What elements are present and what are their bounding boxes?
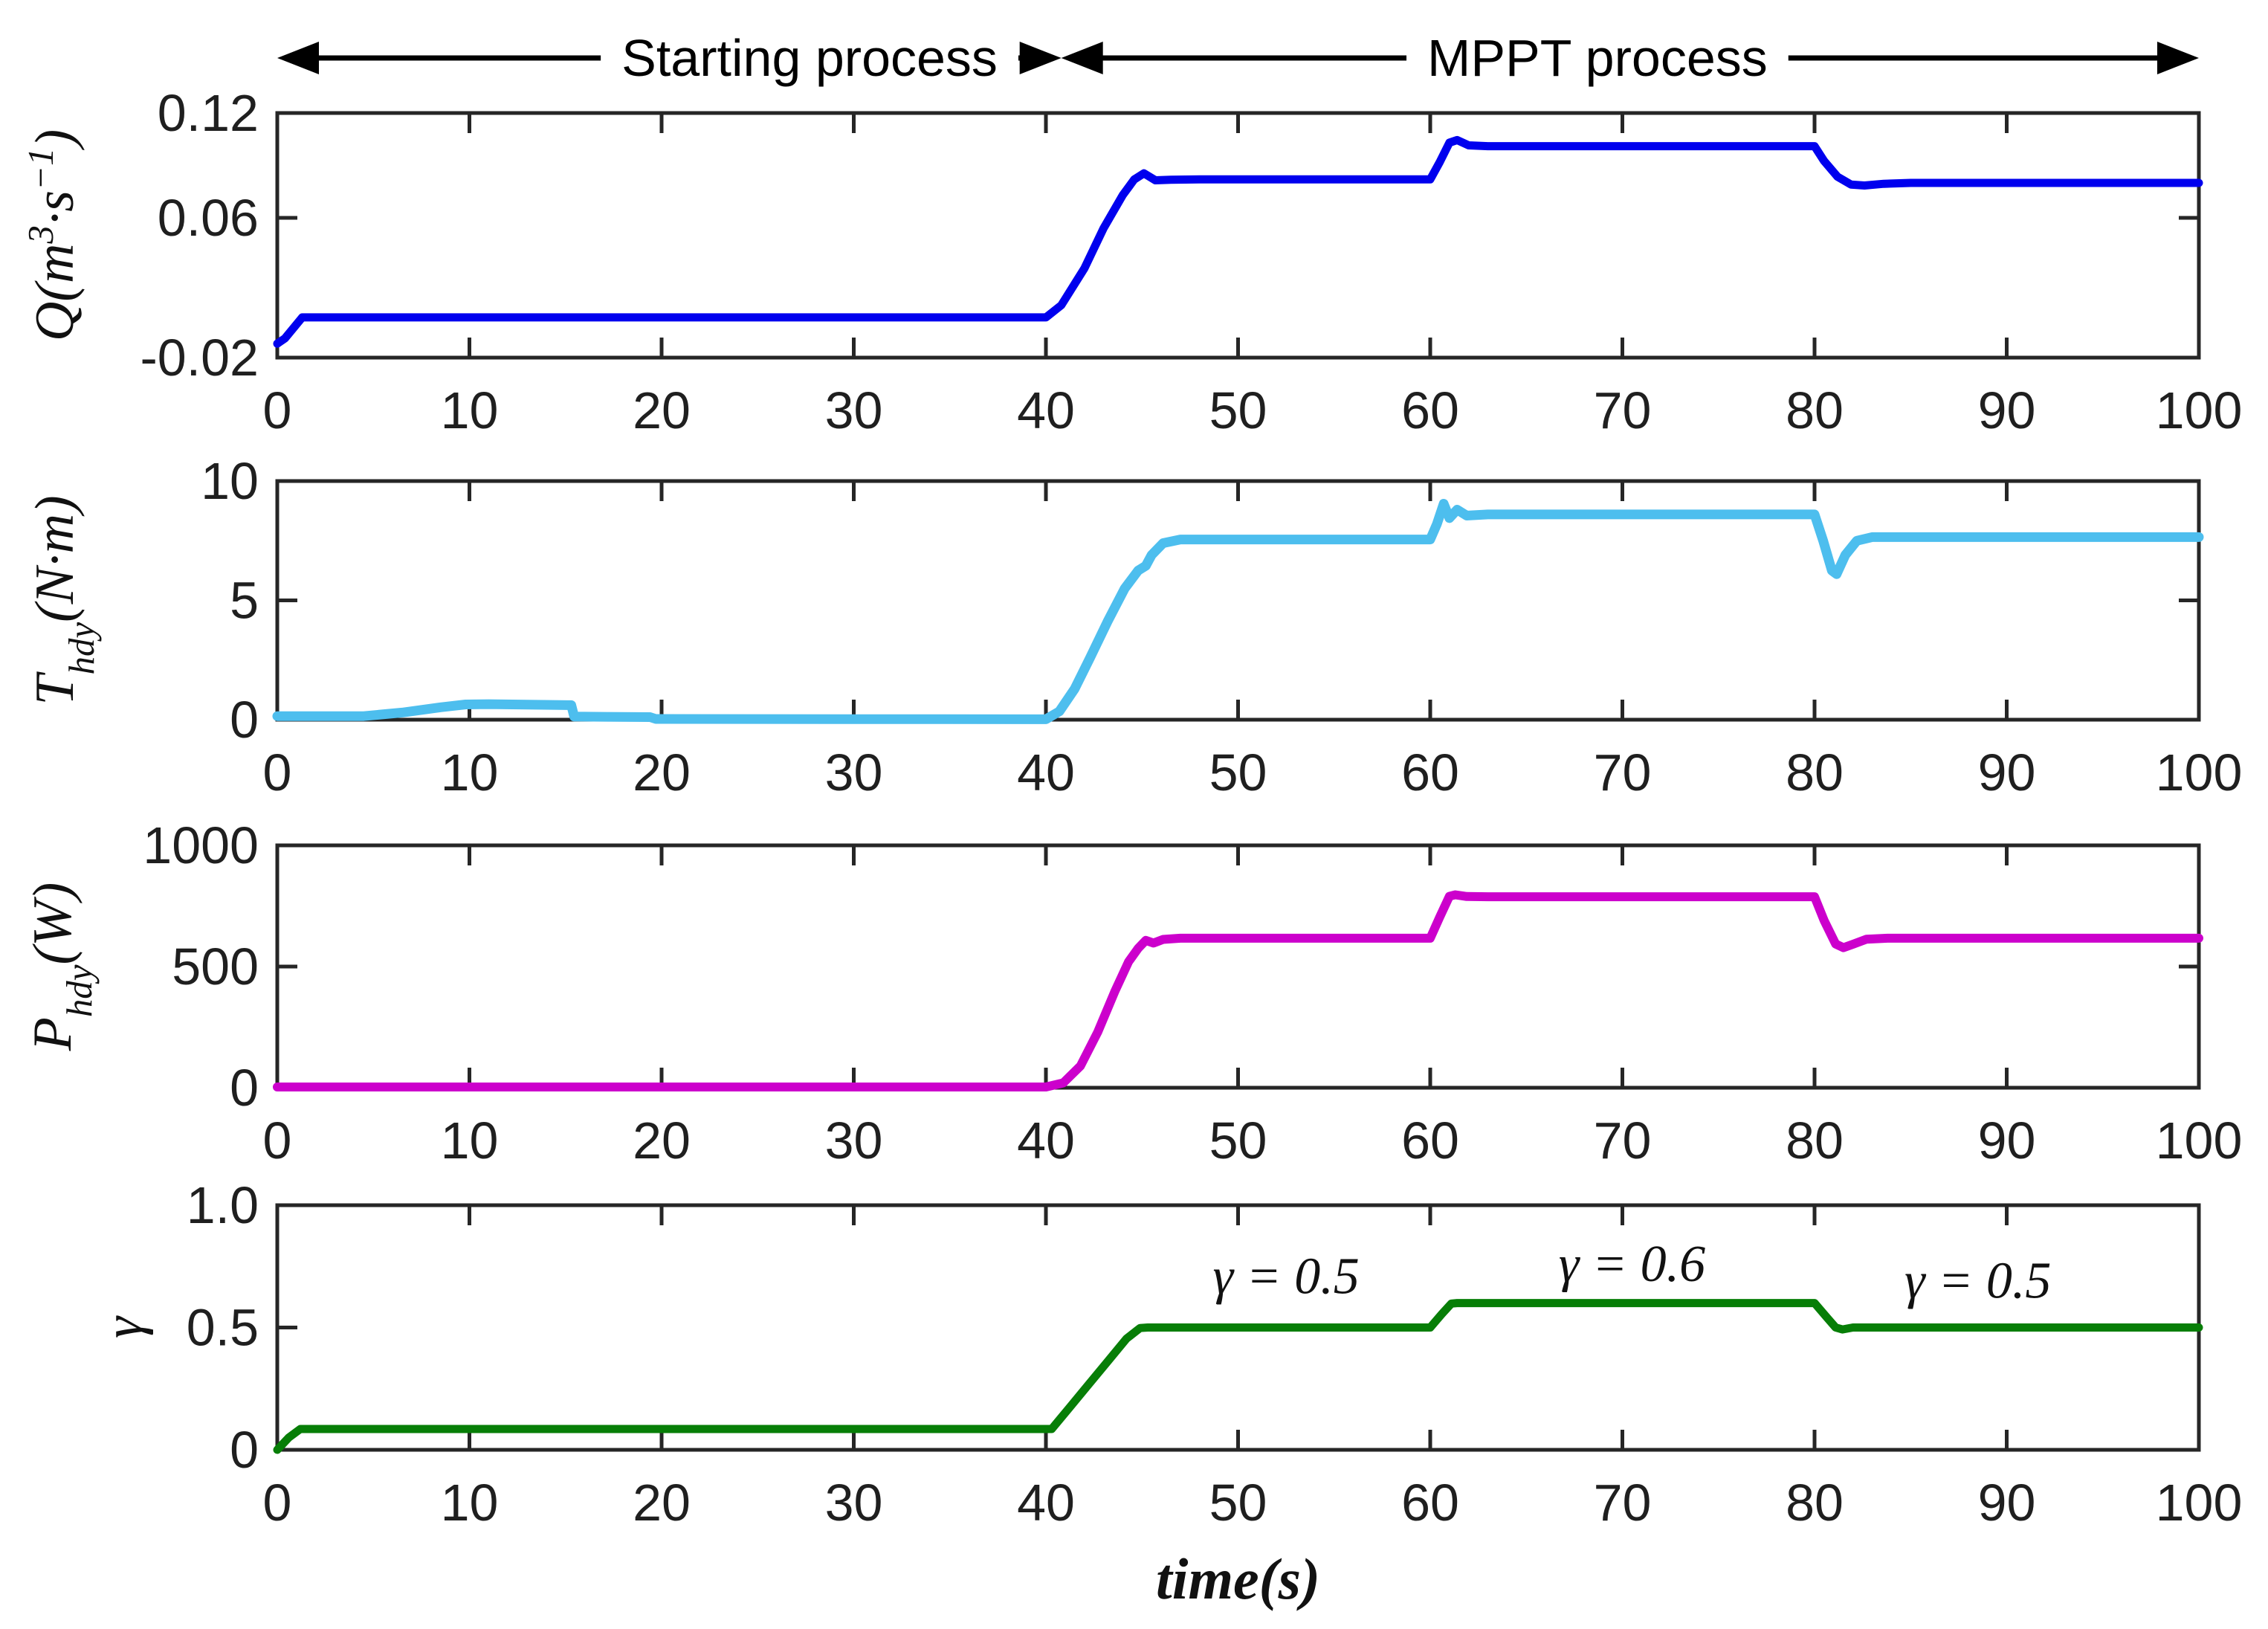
x-ticks: 0 10 20 30 40 50 60 70 80 90 100	[263, 113, 2243, 439]
x-tick-label: 70	[1594, 1112, 1652, 1170]
x-tick-label: 80	[1786, 381, 1844, 439]
x-tick-label: 10	[441, 381, 499, 439]
arrowhead-left-icon	[277, 42, 319, 74]
x-tick-label: 50	[1209, 1112, 1267, 1170]
y-tick-label: 0	[230, 1059, 259, 1117]
x-tick-label: 10	[441, 1112, 499, 1170]
y-tick-label: 0	[230, 1421, 259, 1479]
y-tick-label: 0.5	[187, 1299, 259, 1357]
x-tick-label: 30	[825, 1474, 883, 1532]
x-tick-label: 90	[1978, 381, 2036, 439]
x-ticks: 0 10 20 30 40 50 60 70 80 90 100	[263, 1205, 2243, 1532]
x-tick-label: 60	[1401, 381, 1459, 439]
y-tick-label: 500	[172, 938, 259, 996]
x-tick-label: 50	[1209, 743, 1267, 801]
x-tick-label: 20	[633, 743, 691, 801]
x-tick-label: 60	[1401, 1112, 1459, 1170]
x-tick-label: 0	[263, 1112, 292, 1170]
x-tick-label: 80	[1786, 743, 1844, 801]
y-axis-label: Phdy(W)	[22, 883, 100, 1052]
subplot-flow-rate: 0 10 20 30 40 50 60 70 80 90 100 0.12 0.06 -0.02 Q(m3·…	[20, 84, 2243, 439]
x-tick-label: 50	[1209, 381, 1267, 439]
y-tick-label: 1000	[143, 816, 259, 874]
x-tick-label: 50	[1209, 1474, 1267, 1532]
y-tick-label: 1.0	[187, 1176, 259, 1234]
x-tick-label: 60	[1401, 1474, 1459, 1532]
y-ticks: 10 5 0	[201, 452, 2199, 749]
x-ticks: 0 10 20 30 40 50 60 70 80 90 100	[263, 481, 2243, 801]
x-tick-label: 10	[441, 743, 499, 801]
x-tick-label: 100	[2156, 1112, 2243, 1170]
subplot-hydraulic-power: 0 10 20 30 40 50 60 70 80 90 100 1000 500 0 Phdy(W)	[22, 816, 2242, 1170]
x-tick-label: 80	[1786, 1112, 1844, 1170]
y-tick-label: 5	[230, 572, 259, 630]
x-tick-label: 20	[633, 381, 691, 439]
y-tick-label: 0	[230, 691, 259, 749]
arrowhead-left-icon	[1061, 42, 1103, 74]
x-tick-label: 90	[1978, 1112, 2036, 1170]
x-tick-label: 0	[263, 381, 292, 439]
process-annotation: MPPT process	[1061, 29, 2199, 87]
series-line-hydraulic-torque	[272, 499, 2204, 724]
series-line-flow-rate	[273, 135, 2203, 348]
process-annotation-label: MPPT process	[1427, 29, 1768, 87]
y-tick-label: -0.02	[140, 329, 259, 387]
y-tick-label: 0.06	[158, 189, 259, 247]
y-ticks: 0.12 0.06 -0.02	[140, 84, 2199, 387]
y-axis-label: Thdy(N·m)	[25, 495, 102, 705]
x-tick-label: 60	[1401, 743, 1459, 801]
x-tick-label: 100	[2156, 743, 2243, 801]
y-tick-label: 0.12	[158, 84, 259, 142]
x-tick-label: 70	[1594, 1474, 1652, 1532]
axis-box	[275, 843, 2201, 1090]
process-annotation-label: Starting process	[621, 29, 998, 87]
series-line-hydraulic-power	[273, 890, 2203, 1091]
axis-box	[275, 479, 2201, 722]
x-tick-label: 30	[825, 381, 883, 439]
x-tick-label: 0	[263, 1474, 292, 1532]
x-tick-label: 20	[633, 1112, 691, 1170]
x-tick-label: 100	[2156, 1474, 2243, 1532]
x-tick-label: 40	[1017, 381, 1075, 439]
arrowhead-right-icon	[2157, 42, 2199, 74]
x-tick-label: 70	[1594, 381, 1652, 439]
arrowhead-right-icon	[1019, 42, 1062, 74]
process-annotation: Starting process	[277, 29, 1062, 87]
gamma-value-annotation: γ = 0.5	[1212, 1248, 1359, 1305]
x-tick-label: 40	[1017, 1474, 1075, 1532]
x-tick-label: 100	[2156, 381, 2243, 439]
x-tick-label: 0	[263, 743, 292, 801]
x-axis-title: time(s)	[1156, 1546, 1320, 1611]
x-tick-label: 70	[1594, 743, 1652, 801]
y-tick-label: 10	[201, 452, 259, 510]
x-tick-label: 40	[1017, 743, 1075, 801]
series-line-guide-vane-opening	[273, 1299, 2203, 1454]
x-tick-label: 20	[633, 1474, 691, 1532]
x-tick-label: 40	[1017, 1112, 1075, 1170]
gamma-value-annotation: γ = 0.5	[1904, 1252, 2051, 1309]
y-ticks: 1000 500 0	[143, 816, 2199, 1117]
y-axis-label: γ	[93, 1315, 154, 1338]
x-tick-label: 10	[441, 1474, 499, 1532]
process-annotations: Starting process MPPT process	[277, 29, 2199, 87]
y-ticks: 1.0 0.5 0	[187, 1176, 2199, 1479]
x-tick-label: 30	[825, 1112, 883, 1170]
x-tick-label: 90	[1978, 743, 2036, 801]
x-tick-label: 30	[825, 743, 883, 801]
gamma-value-annotation: γ = 0.6	[1559, 1236, 1705, 1293]
x-ticks: 0 10 20 30 40 50 60 70 80 90 100	[263, 845, 2243, 1170]
x-tick-label: 80	[1786, 1474, 1844, 1532]
y-axis-label: Q(m3·s−1)	[20, 129, 86, 341]
subplot-guide-vane-opening: 0 10 20 30 40 50 60 70 80 90 100 1.0 0.5 0 γ γ = 0.5 γ =…	[93, 1176, 2242, 1532]
x-tick-label: 90	[1978, 1474, 2036, 1532]
